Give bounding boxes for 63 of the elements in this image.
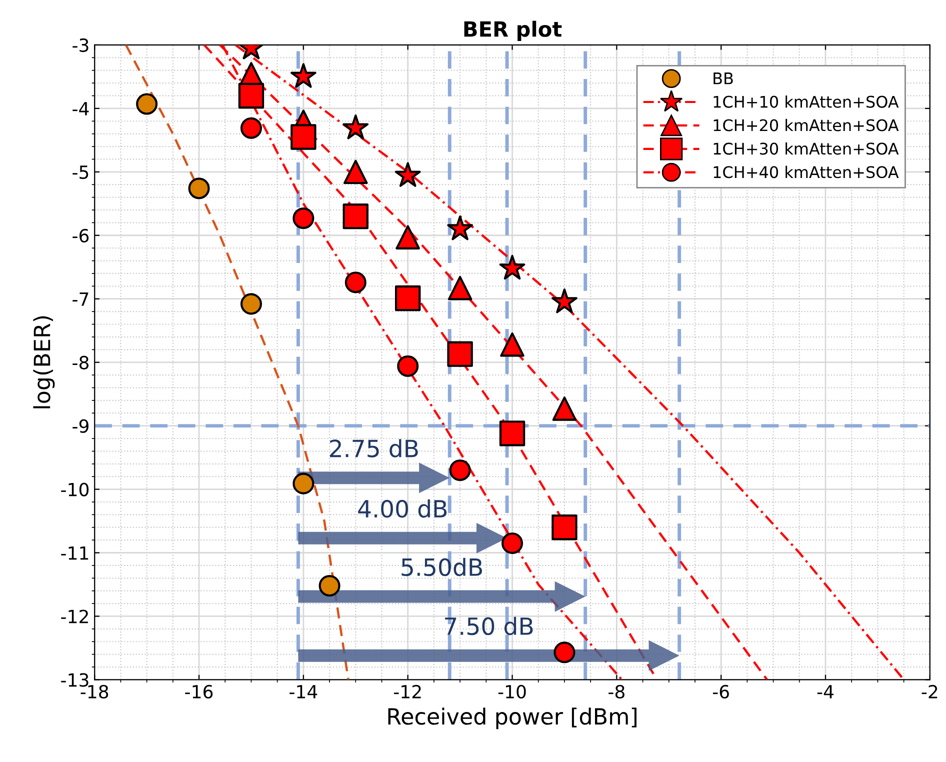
point — [501, 532, 524, 554]
y-tick-label: -9 — [72, 419, 88, 433]
point — [552, 396, 577, 421]
point — [552, 514, 578, 540]
point — [240, 117, 262, 139]
point — [292, 472, 314, 494]
point — [342, 203, 368, 230]
point — [136, 93, 158, 115]
point — [499, 254, 526, 280]
point — [449, 459, 471, 482]
x-tick-label: -10 — [498, 684, 526, 699]
legend-label: 1CH+40 kmAtten+SOA — [714, 166, 899, 178]
y-tick-label: -11 — [61, 546, 88, 560]
legend-label: 1CH+20 kmAtten+SOA — [714, 118, 899, 132]
x-tick-label: -18 — [80, 684, 108, 699]
point — [552, 288, 578, 314]
x-tick-label: -2 — [922, 684, 938, 698]
y-tick-label: -7 — [72, 292, 88, 306]
point — [240, 293, 262, 315]
y-tick-label: -4 — [72, 102, 89, 116]
point — [394, 162, 421, 187]
point — [318, 574, 340, 597]
y-tick-label: -10 — [61, 482, 89, 496]
y-tick-label: -13 — [61, 673, 88, 687]
x-tick-label: -6 — [712, 684, 729, 699]
point — [397, 355, 419, 377]
point — [188, 178, 210, 200]
x-tick-label: -4 — [817, 685, 834, 698]
y-axis-title: log(BER) — [33, 316, 55, 408]
point — [292, 207, 314, 230]
y-tick-label: -8 — [72, 356, 89, 370]
point — [447, 341, 473, 367]
point — [290, 63, 316, 88]
point — [500, 332, 524, 357]
chart-title: BER plot — [464, 20, 562, 41]
annotation: 4.00 dB — [358, 499, 447, 518]
point — [290, 124, 316, 150]
annotation: 2.75 dB — [330, 439, 418, 458]
y-tick-label: -12 — [61, 610, 88, 624]
point — [499, 420, 526, 446]
point — [394, 285, 421, 312]
legend-label: 1CH+10 kmAtten+SOA — [714, 95, 899, 108]
point — [238, 82, 264, 109]
x-tick-label: -12 — [394, 684, 421, 698]
annotation: 7.50 dB — [445, 616, 533, 636]
y-tick-label: -5 — [72, 166, 88, 180]
point — [343, 160, 368, 184]
point — [447, 215, 473, 240]
annotation: 5.50dB — [402, 558, 482, 576]
x-tick-label: -8 — [608, 684, 624, 699]
line-series — [234, 44, 905, 680]
point — [396, 225, 420, 250]
point — [554, 642, 576, 664]
x-tick-label: -14 — [290, 685, 318, 698]
point — [448, 276, 472, 300]
y-tick-label: -6 — [72, 228, 89, 242]
point — [344, 272, 366, 294]
y-tick-label: -3 — [72, 38, 88, 52]
x-axis-title: Received power [dBm] — [388, 708, 636, 730]
x-tick-label: -16 — [185, 684, 213, 699]
legend-label: BB — [714, 72, 733, 84]
point — [342, 114, 369, 140]
legend-label: 1CH+30 kmAtten+SOA — [714, 142, 899, 155]
